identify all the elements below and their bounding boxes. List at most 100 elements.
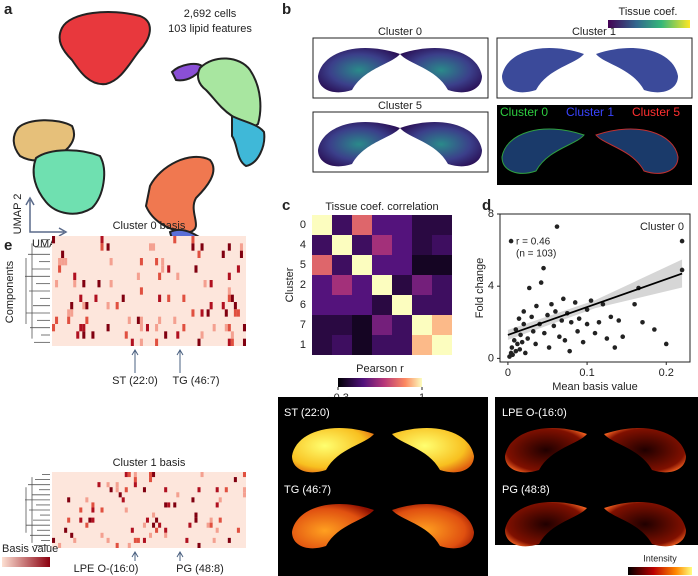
heat-cell [352,295,372,315]
point [533,341,538,347]
basis-cell [236,309,240,317]
basis-cell [142,487,146,493]
basis-cell [197,542,201,548]
basis-cell [227,294,231,302]
basis-cell [236,265,240,273]
heat-cell [312,315,332,335]
basis-cell [106,482,110,488]
point [516,316,522,321]
point [511,338,517,343]
basis-cell [149,243,153,251]
basis-cell [79,517,83,523]
colorbar [338,378,422,387]
point [559,318,565,323]
axis-label: UMAP 2 [12,194,24,235]
intensity-images [278,397,698,576]
heat-cell [392,255,412,275]
basis-cell [227,537,231,543]
basis-cell [124,507,128,513]
basis-cell [58,265,62,273]
basis-cell [133,537,137,543]
x-tick-label: 0 [505,367,511,379]
heat-cell [312,275,332,295]
row-label: 2 [300,279,306,291]
overlay-label: Cluster 1 [566,105,614,119]
basis-cell [67,316,71,324]
basis-cell [242,338,246,346]
basis-cell [194,517,198,523]
basis-cell [158,316,162,324]
heat-cell [352,315,372,335]
heat-cell [412,295,432,315]
heat-cell [372,335,392,355]
basis-cell [100,507,104,513]
heat-cell [392,235,412,255]
point [575,329,580,334]
basis-cell [218,497,222,503]
heat-cell [412,215,432,235]
y-tick-label: 0 [488,352,494,364]
annotation: 103 lipid features [168,23,252,35]
heat-cell [432,315,452,335]
basis-cell [130,338,134,346]
panel-label: c [282,197,290,214]
overlay-label: Cluster 5 [632,105,680,119]
basis-cell [224,487,228,493]
heat-cell [392,215,412,235]
heat-cell [312,235,332,255]
basis-cell [70,532,74,538]
basis-cell [197,250,201,258]
basis-cell [155,517,159,523]
arrow [131,349,139,373]
basis-cell [82,302,86,310]
axis-label: Cluster [284,267,296,302]
point [508,238,514,244]
colorbar-label: Pearson r [356,363,404,375]
point [517,347,523,352]
heat-cell [372,315,392,335]
basis-cell [58,258,62,266]
basis-cell [194,265,198,273]
row-label: 7 [300,319,306,331]
basis-cell [139,287,143,295]
basis-cell [139,324,143,332]
basis-cell [76,331,80,339]
overlay-labels: Cluster 0 Cluster 1 Cluster 5 [500,105,680,119]
panel-label: a [4,1,13,18]
basis-cell [121,294,125,302]
arrow [176,551,184,561]
basis-cell [209,280,213,288]
basis-cell [70,309,74,317]
heat-cell [352,255,372,275]
basis-cell [167,294,171,302]
heat-cell [352,275,372,295]
heat-cell [432,235,452,255]
heat-cell [412,255,432,275]
basis-cell [70,302,74,310]
umap-axes [25,196,68,237]
basis-cell [173,316,177,324]
basis-cell [221,250,225,258]
basis-cell [142,522,146,528]
basis-cell [185,537,189,543]
heat-cell [312,215,332,235]
axis-label: Components [4,260,16,323]
point [538,280,544,285]
heat-cell [332,235,352,255]
basis-cell [106,537,110,543]
point [632,301,637,307]
umap-clusters [12,11,266,256]
basis-cell [242,487,246,493]
fit-line [507,272,683,336]
basis-cell [73,272,77,280]
basis-cell [139,258,143,266]
annotation: 2,692 cells [184,8,237,20]
point [530,329,536,334]
basis-cell [115,302,119,310]
basis-cell [152,512,156,518]
basis-cell [139,338,143,346]
image-label: ST (22:0) [284,407,330,419]
basis-cell [127,542,131,548]
heat-cell [332,215,352,235]
